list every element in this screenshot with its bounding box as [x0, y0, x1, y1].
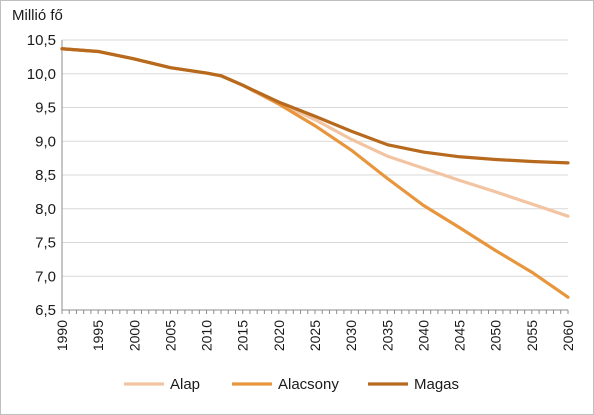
x-tick-label: 2050	[488, 320, 504, 351]
x-tick-label: 2060	[560, 320, 576, 351]
x-tick-label: 2055	[524, 320, 540, 351]
y-tick-label: 10,5	[27, 32, 56, 49]
legend-label: Magas	[414, 376, 459, 393]
y-tick-label: 10,0	[27, 66, 56, 83]
legend-label: Alacsony	[278, 376, 339, 393]
x-tick-label: 1995	[90, 320, 106, 351]
y-tick-label: 8,0	[35, 201, 56, 218]
y-tick-label: 7,5	[35, 235, 56, 252]
x-tick-label: 2005	[162, 320, 178, 351]
y-tick-labels: 6,5 7,0 7,5 8,0 8,5 9,0 9,5 10,0 10,5	[27, 32, 56, 319]
y-tick-label: 7,0	[35, 268, 56, 285]
series-line-2	[60, 47, 570, 165]
x-tick-label: 2040	[415, 320, 431, 351]
axes	[61, 40, 569, 314]
y-axis-unit-label: Millió fő	[12, 7, 63, 24]
x-tick-label: 2035	[379, 320, 395, 351]
x-tick-label: 2000	[126, 320, 142, 351]
series-line-1	[60, 47, 570, 299]
y-tick-label: 8,5	[35, 167, 56, 184]
x-tick-label: 2025	[307, 320, 323, 351]
x-tick-labels: 1990 1995 2000 2005 2010 2015 2020 2025 2030 2035…	[54, 320, 576, 351]
x-tick-label: 2045	[452, 320, 468, 351]
legend-label: Alap	[170, 376, 200, 393]
y-tick-label: 9,0	[35, 133, 56, 150]
legend: Alap Alacsony Magas	[124, 376, 459, 393]
x-tick-label: 2015	[235, 320, 251, 351]
x-tick-label: 2020	[271, 320, 287, 351]
x-tick-label: 2010	[199, 320, 215, 351]
y-tick-label: 6,5	[35, 302, 56, 319]
x-tick-label: 2030	[343, 320, 359, 351]
x-tick-label: 1990	[54, 320, 70, 351]
y-tick-label: 9,5	[35, 100, 56, 117]
series-lines	[60, 47, 570, 299]
